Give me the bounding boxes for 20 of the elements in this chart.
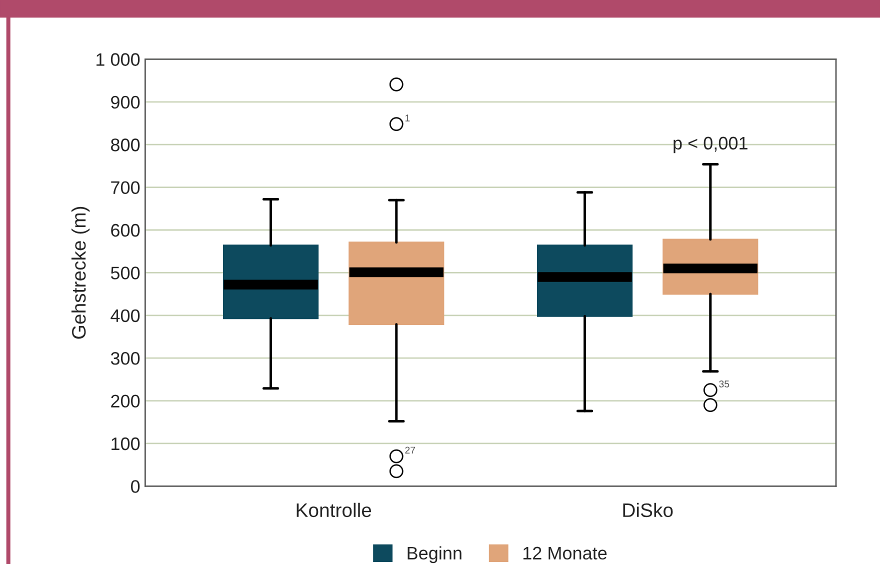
annotation: 27 <box>405 446 416 454</box>
y-tick-label: 200 <box>111 394 140 408</box>
y-tick-label: 100 <box>112 437 140 450</box>
y-tick-label: 700 <box>111 181 140 194</box>
y-axis-title: Gehstrecke (m) <box>71 206 90 339</box>
x-tick-label: Kontrolle <box>296 502 372 518</box>
y-tick-label: 600 <box>111 224 140 237</box>
y-tick-label: 900 <box>111 96 140 109</box>
annotation: 1 <box>405 114 410 122</box>
y-tick-label: 400 <box>110 309 140 322</box>
y-tick-label: 0 <box>131 480 140 493</box>
y-tick-label: 300 <box>110 352 140 365</box>
y-tick-label: 1 000 <box>96 53 140 66</box>
annotation: 35 <box>719 380 730 388</box>
x-tick-label: DiSko <box>623 502 673 518</box>
annotation: p < 0,001 <box>674 136 748 154</box>
legend-label: Beginn <box>408 546 462 564</box>
legend-label: 12 Monate <box>523 546 607 560</box>
y-tick-label: 500 <box>110 266 140 280</box>
y-tick-label: 800 <box>111 138 140 152</box>
